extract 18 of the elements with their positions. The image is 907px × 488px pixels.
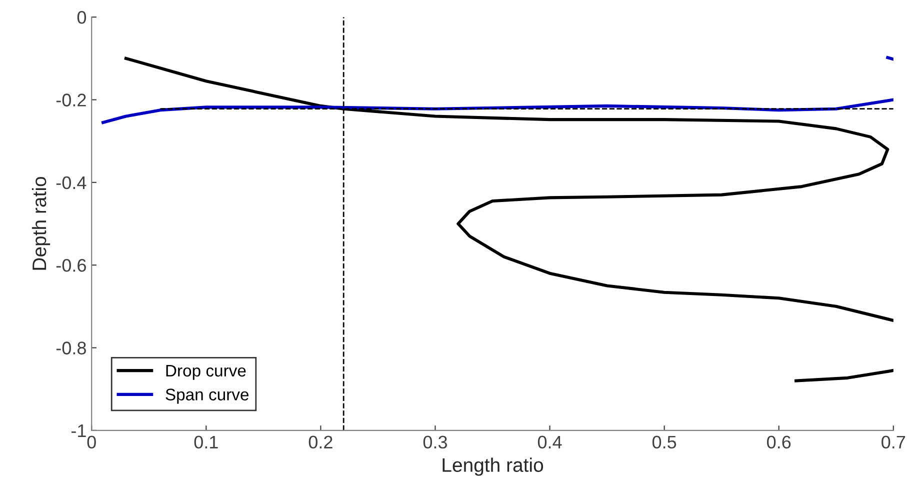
legend-label: Span curve xyxy=(166,388,249,404)
x-tick-label: 0.4 xyxy=(538,436,562,449)
y-axis-title: Depth ratio xyxy=(32,177,50,270)
x-tick-label: 0.6 xyxy=(767,436,791,449)
legend-label: Drop curve xyxy=(166,364,246,380)
x-tick-label: 0.5 xyxy=(652,436,676,449)
x-tick-label: 0.3 xyxy=(423,436,447,449)
y-tick-label: -0.8 xyxy=(56,342,86,354)
y-tick-label: -0.2 xyxy=(56,94,86,106)
x-tick-label: 0.2 xyxy=(308,436,332,449)
y-tick-label: -0.4 xyxy=(56,176,86,190)
x-tick-label: 0 xyxy=(87,436,96,449)
x-tick-label: 0.7 xyxy=(882,436,906,449)
y-tick-label: -1 xyxy=(71,424,86,437)
y-tick-label: 0 xyxy=(77,11,86,24)
y-tick-label: -0.6 xyxy=(56,259,86,272)
x-axis-title: Length ratio xyxy=(442,458,544,476)
x-tick-label: 0.1 xyxy=(194,436,218,449)
